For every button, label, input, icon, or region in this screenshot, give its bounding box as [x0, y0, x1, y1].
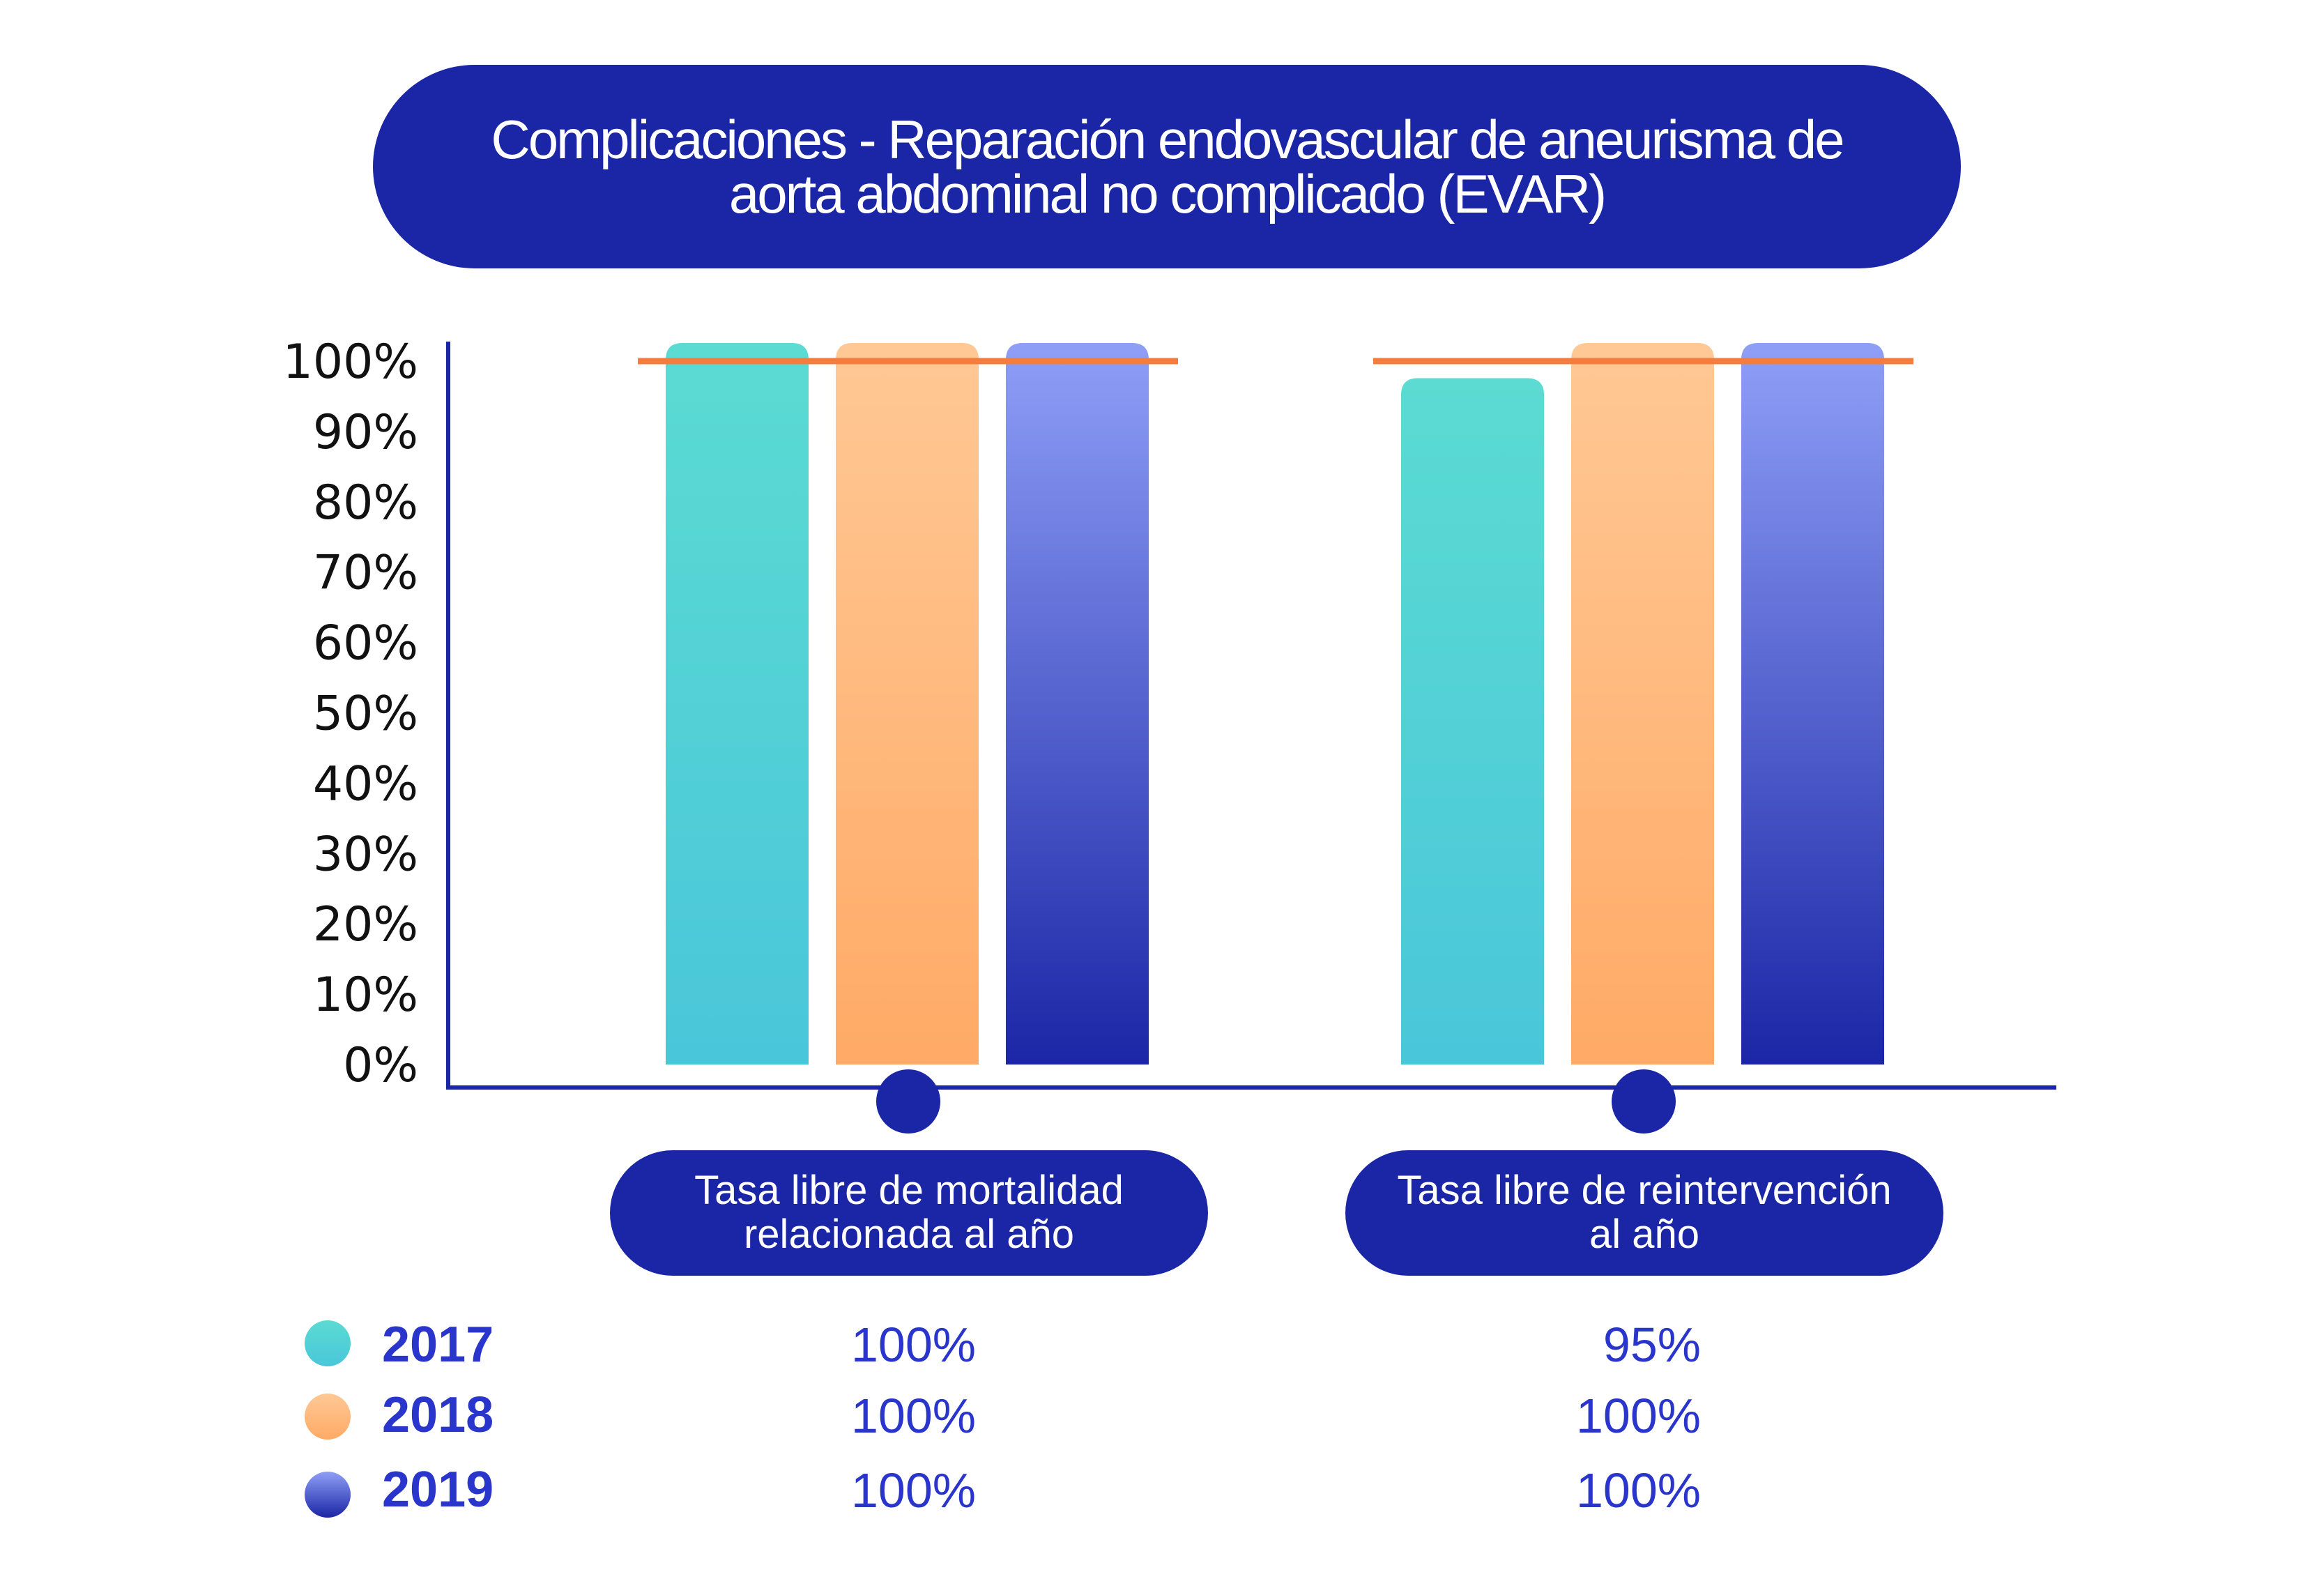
value-2017-reintervention: 95%: [1603, 1318, 1701, 1372]
y-tick-label: 80%: [313, 475, 418, 531]
bar-2019-mortality: [1006, 343, 1149, 1064]
y-tick-label: 30%: [313, 827, 418, 882]
bar-2018-reintervention: [1571, 343, 1714, 1064]
bar-2017-reintervention: [1401, 378, 1544, 1064]
bar-2019-reintervention: [1741, 343, 1884, 1064]
category-marker-mortality: [876, 1069, 940, 1134]
value-2019-mortality: 100%: [850, 1463, 976, 1518]
category-marker-reintervention: [1612, 1069, 1676, 1134]
y-tick-label: 40%: [313, 756, 418, 811]
value-2019-reintervention: 100%: [1575, 1463, 1701, 1518]
category-label-reintervention: Tasa libre de reintervención al año: [1397, 1168, 1892, 1257]
y-tick-label: 20%: [313, 897, 418, 952]
y-tick-label: 60%: [313, 616, 418, 671]
chart-title-pill: Complicaciones - Reparación endovascular…: [373, 65, 1961, 268]
legend-dot-2018: [305, 1394, 351, 1440]
category-label-mortality: Tasa libre de mortalidad relacionada al …: [694, 1168, 1124, 1257]
bar-2018-mortality: [836, 343, 979, 1064]
chart-title: Complicaciones - Reparación endovascular…: [491, 109, 1844, 224]
y-tick-label: 50%: [313, 687, 418, 742]
y-tick-label: 10%: [313, 968, 418, 1023]
value-2018-reintervention: 100%: [1575, 1389, 1701, 1443]
category-pill-mortality: Tasa libre de mortalidad relacionada al …: [610, 1150, 1208, 1276]
legend-dot-2017: [305, 1320, 351, 1366]
legend-label-2018: 2018: [382, 1387, 494, 1443]
legend-label-2019: 2019: [382, 1462, 494, 1518]
y-tick-label: 70%: [313, 546, 418, 601]
category-pill-reintervention: Tasa libre de reintervención al año: [1345, 1150, 1943, 1276]
y-tick-label: 100%: [283, 335, 418, 390]
value-2018-mortality: 100%: [850, 1389, 976, 1443]
value-2017-mortality: 100%: [850, 1318, 976, 1372]
y-tick-label: 0%: [343, 1038, 418, 1093]
legend-dot-2019: [305, 1472, 351, 1518]
legend-label-2017: 2017: [382, 1317, 494, 1373]
y-tick-label: 90%: [313, 405, 418, 460]
bar-2017-mortality: [666, 343, 809, 1064]
